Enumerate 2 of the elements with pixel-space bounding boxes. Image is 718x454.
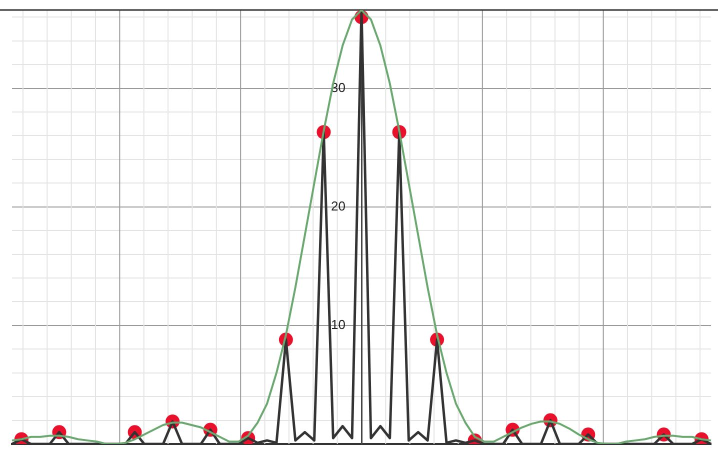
y-tick-label: 10	[331, 317, 346, 332]
y-tick-label: 20	[331, 198, 346, 214]
